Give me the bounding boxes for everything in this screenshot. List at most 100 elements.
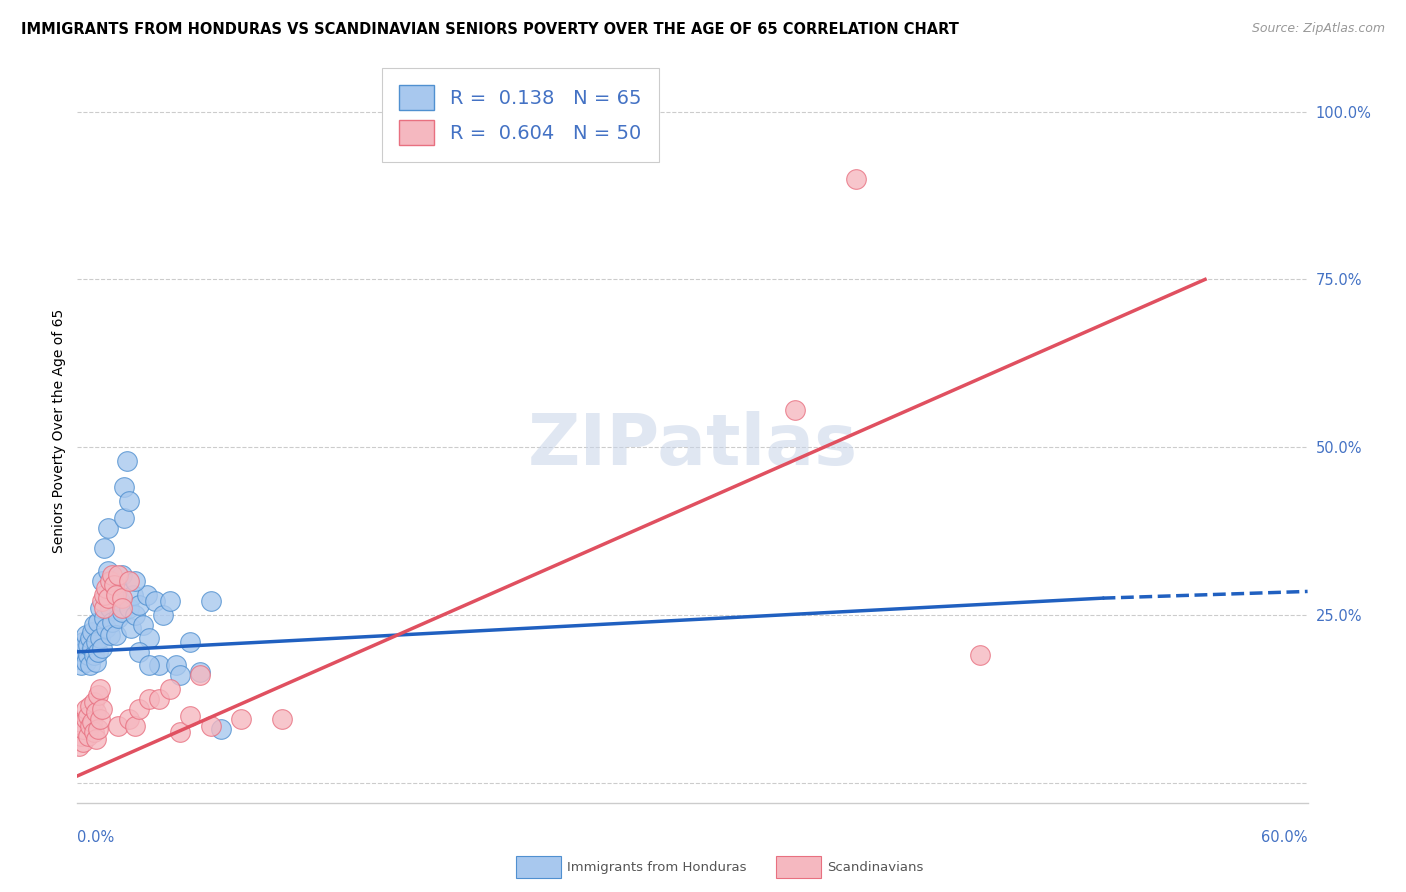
Point [148,691,170,706]
Point [117,493,139,508]
Point [80,715,103,730]
Point [89,601,111,615]
Point [138,632,160,646]
Point [114,510,136,524]
Point [83,618,105,632]
Point [107,567,129,582]
Point [117,601,139,615]
Point [83,648,105,663]
Point [159,594,181,608]
Text: ZIPatlas: ZIPatlas [527,411,858,480]
Point [103,588,125,602]
Legend: R =  0.138   N = 65, R =  0.604   N = 50: R = 0.138 N = 65, R = 0.604 N = 50 [381,68,659,162]
Point [90,641,114,656]
Point [90,574,114,589]
Point [845,171,868,186]
Point [72,634,94,648]
Point [169,668,191,682]
Point [107,611,129,625]
Point [70,658,93,673]
Point [93,601,115,615]
Point [169,725,191,739]
Point [128,598,150,612]
Point [75,712,97,726]
Point [117,712,139,726]
Point [79,718,101,732]
Point [90,702,114,716]
Point [200,594,222,608]
Point [115,453,138,467]
Point [72,735,94,749]
Point [76,708,98,723]
Point [120,621,142,635]
Point [124,607,146,622]
Point [101,567,124,582]
Point [124,718,146,732]
Point [111,591,134,606]
Text: IMMIGRANTS FROM HONDURAS VS SCANDINAVIAN SENIORS POVERTY OVER THE AGE OF 65 CORR: IMMIGRANTS FROM HONDURAS VS SCANDINAVIAN… [21,22,959,37]
Point [84,634,107,648]
Point [89,712,111,726]
Point [97,521,120,535]
Point [72,722,94,736]
Point [94,581,117,595]
Point [67,739,90,753]
Point [98,601,121,615]
Point [101,615,124,629]
Point [152,607,174,622]
Point [93,541,115,555]
Point [75,655,97,669]
Point [188,668,212,682]
Point [783,403,806,417]
Point [76,638,98,652]
Point [97,591,120,606]
Point [179,708,201,723]
Point [79,658,101,673]
Point [231,712,253,726]
Point [93,611,115,625]
Point [94,621,117,635]
Point [111,601,134,615]
Point [110,594,132,608]
Point [72,645,94,659]
Text: Source: ZipAtlas.com: Source: ZipAtlas.com [1251,22,1385,36]
Point [128,645,150,659]
Point [138,691,160,706]
Point [107,581,129,595]
Point [103,578,125,592]
Point [80,624,103,639]
Point [105,588,128,602]
Point [90,594,114,608]
Point [83,725,105,739]
Point [80,641,103,656]
Point [136,588,159,602]
Point [969,648,991,663]
Point [117,574,139,589]
Point [98,628,121,642]
Point [67,651,90,665]
Point [132,618,155,632]
Point [97,564,120,578]
Point [94,588,117,602]
Point [84,655,107,669]
Point [93,588,115,602]
Text: Immigrants from Honduras: Immigrants from Honduras [567,861,747,873]
Point [101,574,124,589]
Point [84,732,107,747]
Point [98,574,121,589]
Point [111,605,134,619]
Text: 0.0%: 0.0% [77,830,114,845]
Point [87,645,110,659]
Point [200,718,222,732]
Point [70,715,93,730]
Point [76,729,98,743]
Point [124,574,146,589]
Point [188,665,212,679]
Point [121,588,143,602]
Point [75,702,97,716]
Point [111,567,134,582]
Point [159,681,181,696]
Point [84,705,107,719]
Point [143,594,166,608]
Point [148,658,170,673]
